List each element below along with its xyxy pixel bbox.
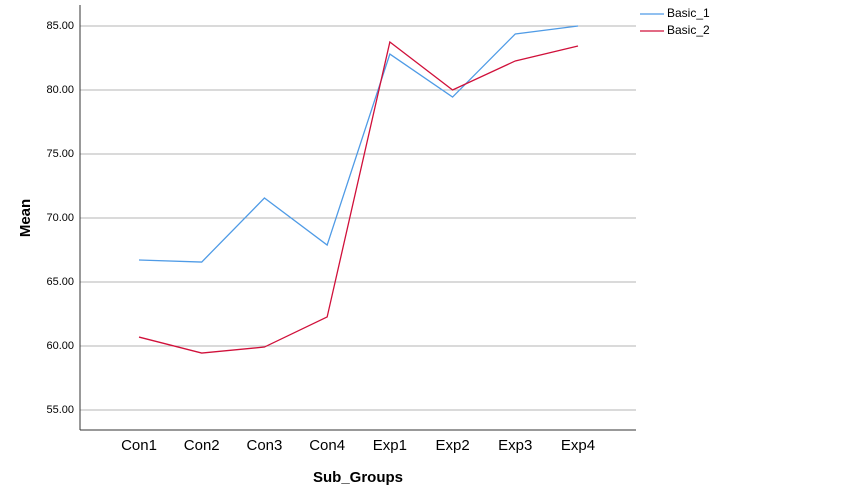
y-tick-label: 85.00 — [46, 20, 74, 32]
x-tick-label: Con3 — [246, 437, 282, 454]
x-tick-label: Con1 — [121, 437, 157, 454]
x-tick-label: Exp1 — [373, 437, 407, 454]
series-line — [138, 40, 579, 354]
x-tick-label: Exp3 — [498, 437, 532, 454]
legend-label: Basic_1 — [667, 6, 710, 20]
y-tick-label: 80.00 — [46, 84, 74, 96]
y-tick-label: 65.00 — [46, 276, 74, 288]
y-axis-title: Mean — [17, 199, 34, 237]
x-tick-label: Con2 — [184, 437, 220, 454]
y-tick-label: 70.00 — [46, 212, 74, 224]
y-tick-label: 75.00 — [46, 148, 74, 160]
x-tick-label: Con4 — [309, 437, 345, 454]
x-tick-label: Exp2 — [435, 437, 469, 454]
x-axis-title: Sub_Groups — [313, 469, 403, 486]
y-tick-label: 60.00 — [46, 340, 74, 352]
y-tick-label: 55.00 — [46, 404, 74, 416]
x-tick-label: Exp4 — [561, 437, 595, 454]
series-line — [138, 25, 579, 263]
legend-label: Basic_2 — [667, 23, 710, 37]
